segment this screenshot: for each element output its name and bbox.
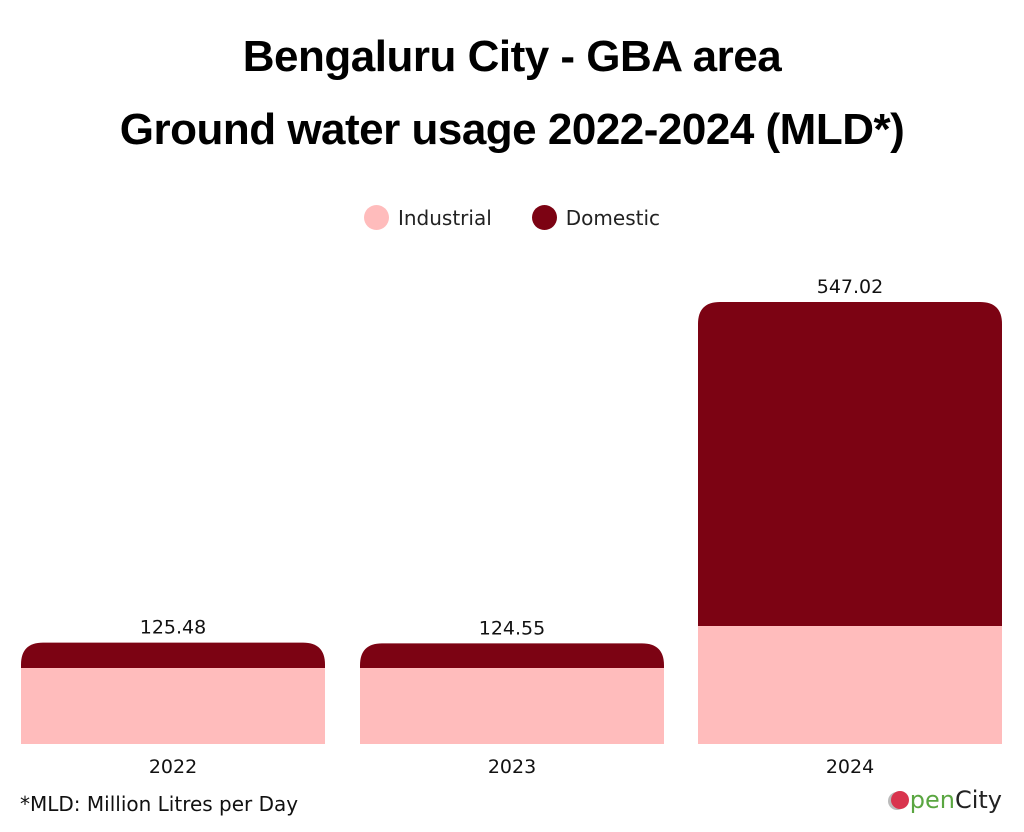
footnote: *MLD: Million Litres per Day — [20, 792, 299, 816]
legend: Industrial Domestic — [0, 205, 1024, 230]
x-tick-2023: 2023 — [488, 756, 536, 778]
x-tick-2024: 2024 — [826, 756, 874, 778]
logo-o-icon — [890, 791, 909, 809]
total-label-2022: 125.48 — [140, 617, 206, 639]
bar-domestic-2022 — [21, 642, 325, 669]
chart-title: Bengaluru City - GBA area — [242, 32, 782, 81]
chart-subtitle: Ground water usage 2022-2024 (MLD*) — [119, 105, 905, 154]
bar-industrial-2024 — [698, 626, 1002, 744]
bar-domestic-2023 — [360, 643, 664, 669]
bar-industrial-2022 — [21, 668, 325, 744]
bar-industrial-2023 — [360, 668, 664, 744]
legend-label-industrial: Industrial — [397, 205, 492, 230]
legend-item-industrial[interactable]: Industrial — [363, 205, 492, 230]
opencity-logo: pen City — [890, 786, 1002, 814]
x-tick-2022: 2022 — [149, 756, 197, 778]
legend-swatch-domestic — [531, 205, 557, 230]
bar-domestic-2024 — [698, 302, 1002, 627]
logo-text-pen: pen — [909, 786, 955, 814]
total-label-2024: 547.02 — [817, 276, 883, 298]
total-label-2023: 124.55 — [479, 617, 545, 639]
legend-label-domestic: Domestic — [565, 205, 661, 230]
legend-swatch-industrial — [363, 205, 389, 230]
legend-item-domestic[interactable]: Domestic — [531, 205, 661, 230]
logo-text-city: City — [954, 786, 1002, 814]
